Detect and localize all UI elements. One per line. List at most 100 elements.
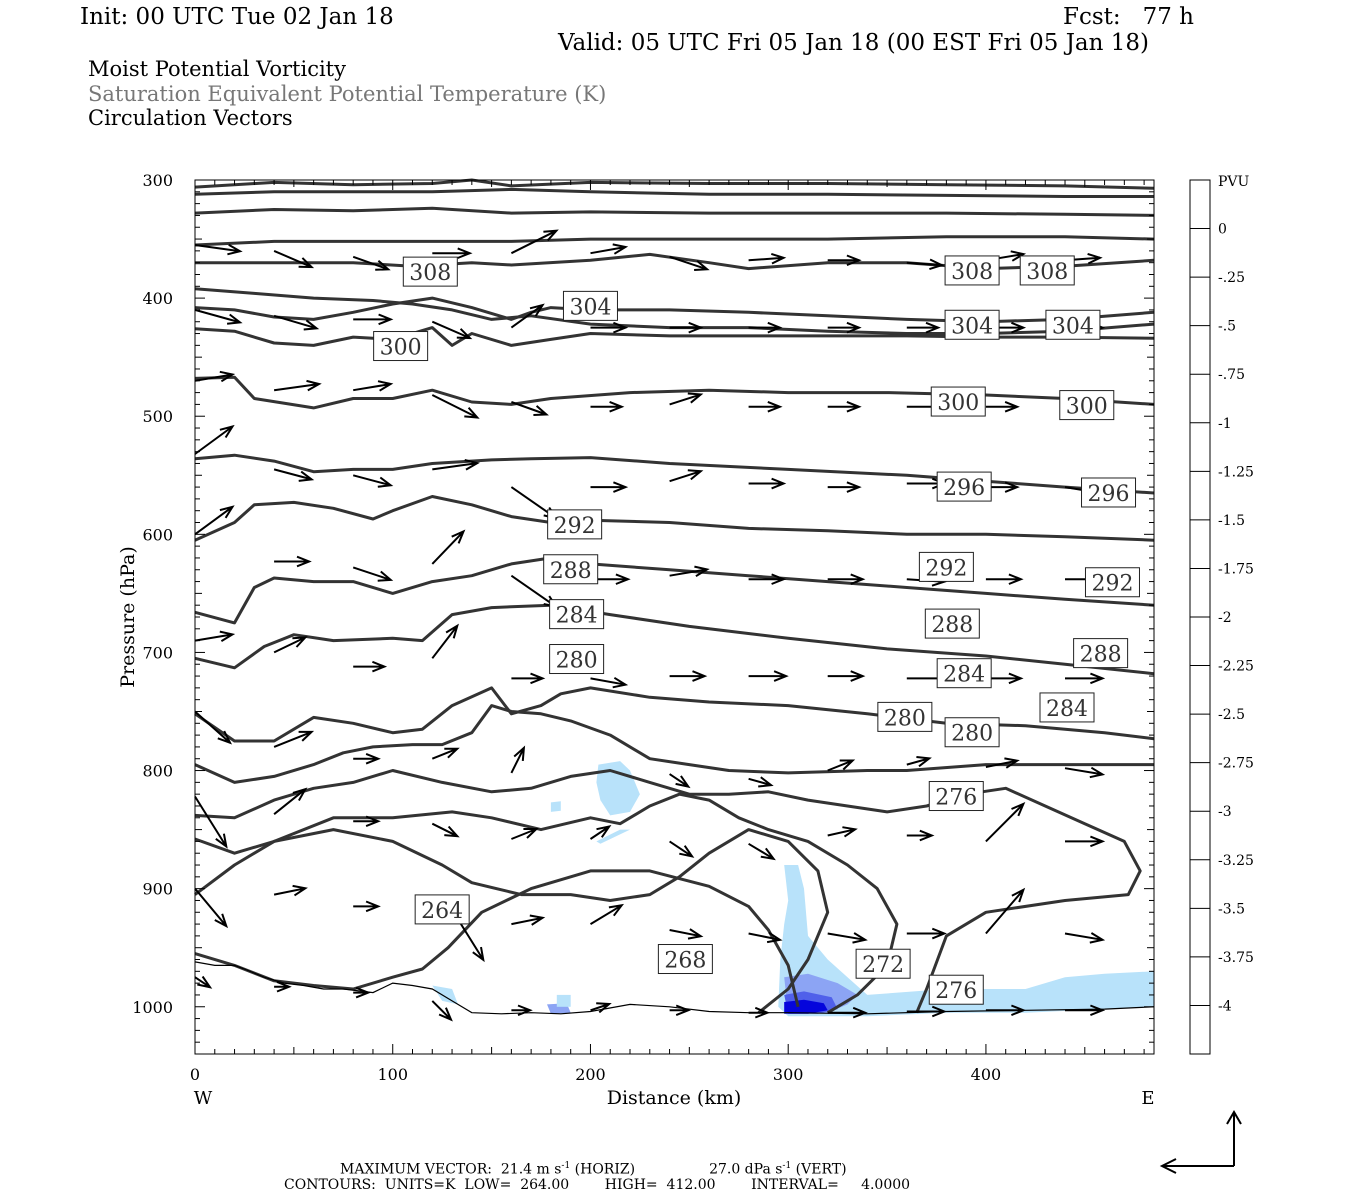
contour-label: 300 [373,331,429,362]
contour-label-box [543,554,599,585]
contour-label: 296 [1081,477,1137,508]
x-tick-label: 400 [971,1065,1002,1084]
colorbar-label: -2.75 [1218,756,1254,772]
circulation-vector [589,825,612,840]
contour-label: 268 [657,944,713,975]
circulation-vector [748,776,774,788]
contour-label-box [414,894,470,925]
circulation-vector [273,884,308,897]
field-title-mpv: Moist Potential Vorticity [88,57,346,81]
circulation-vector [511,1004,533,1017]
theta-es-contour-288 [194,603,1155,676]
contour-label: 296 [936,471,992,502]
contour-label-text: 288 [550,559,592,584]
pv-area [596,829,630,844]
contour-label: 292 [1084,567,1140,598]
circulation-vector [748,477,787,490]
colorbar-label: -1 [1218,416,1232,432]
circulation-vector [906,829,935,842]
circulation-vector [748,842,776,861]
circulation-vector [669,1004,692,1017]
pv-area [550,801,561,812]
circulation-vector [827,759,856,772]
colorbar-label: -1.75 [1218,561,1254,577]
colorbar-label: -3.25 [1218,853,1254,869]
contour-label: 304 [1045,309,1101,340]
contour-label: 288 [924,608,980,639]
contour-label-text: 284 [943,663,985,688]
contour-label-box [944,717,1000,748]
contour-label-text: 300 [1066,395,1108,420]
circulation-vector [510,229,559,255]
circulation-vector [273,468,315,482]
circulation-vector [431,320,473,340]
circulation-vector [748,400,783,413]
y-tick-label: 300 [142,171,173,190]
contour-label-text: 288 [931,613,973,638]
theta-es-contour-308 [194,326,1155,347]
circulation-vector [353,313,394,326]
circulation-vector [589,903,625,925]
contour-info-label: CONTOURS: UNITS=K LOW= 264.00 HIGH= 412.… [284,1177,911,1193]
pv-colorbar: PVU 0 -.25 -.5 -.75 -1 -1.25 -1.5 -1.75 -2 -2.25 -… [1189,174,1254,1055]
circulation-vector [511,672,546,685]
contour-label-box [877,701,933,732]
circulation-vector [431,529,466,565]
theta-es-contour-304 [194,375,1155,410]
circulation-vector [432,247,473,259]
contour-label: 280 [549,644,605,675]
contour-label-box [944,255,1000,286]
max-vector-vert: 27.0 dPa s [709,1161,783,1178]
colorbar-label: -2.25 [1218,659,1254,675]
circulation-vector [985,887,1026,935]
contour-label: 276 [928,974,984,1005]
circulation-vector [590,676,629,689]
contour-label: 284 [549,599,605,630]
valid-time: Valid: 05 UTC Fri 05 Jan 18 (00 EST Fri … [558,30,1149,56]
y-axis-title: Pressure (hPa) [117,546,139,688]
reference-vertical-arrow [1226,1110,1242,1166]
circulation-vector [669,840,695,858]
circulation-vector [748,573,787,585]
circulation-vector [669,773,691,789]
circulation-vector [432,459,480,471]
circulation-vector [194,975,213,989]
circulation-vector [431,822,460,838]
circulation-vector [669,469,704,483]
y-tick-label: 600 [142,525,173,544]
contour-label-box [402,256,458,287]
circulation-vector [669,255,710,271]
x-axis-west-label: W [194,1088,213,1109]
colorbar-label: -3.75 [1218,950,1254,966]
contour-label: 304 [944,309,1000,340]
contour-label-text: 280 [884,706,926,731]
circulation-vector [906,1005,947,1018]
contour-label-box [549,644,605,675]
circulation-vector [985,573,1024,585]
contour-label-box [1039,692,1095,723]
circulation-vector [985,400,1020,413]
pv-shading-layer [432,761,1154,1017]
circulation-vector [827,932,868,944]
contour-label: 272 [855,948,911,979]
contour-label-text: 288 [1080,643,1122,668]
circulation-vector [273,379,322,392]
contour-label-text: 280 [951,722,993,747]
circulation-vector [590,400,625,413]
contour-label-box [855,948,911,979]
pv-area [556,994,571,1007]
colorbar-label: -4 [1218,998,1232,1014]
contour-label-text: 308 [1026,260,1068,285]
contour-label-text: 276 [935,979,977,1004]
contour-label-text: 284 [556,604,598,629]
contour-label: 276 [928,781,984,812]
circulation-vector [827,481,862,493]
circulation-vector [827,400,862,413]
circulation-vector [353,986,371,999]
circulation-vector [669,670,708,682]
contour-label-text: 304 [569,295,611,320]
theta-es-contour-324 [194,235,1155,247]
circulation-vector [510,303,545,329]
contour-label-box [547,509,603,540]
